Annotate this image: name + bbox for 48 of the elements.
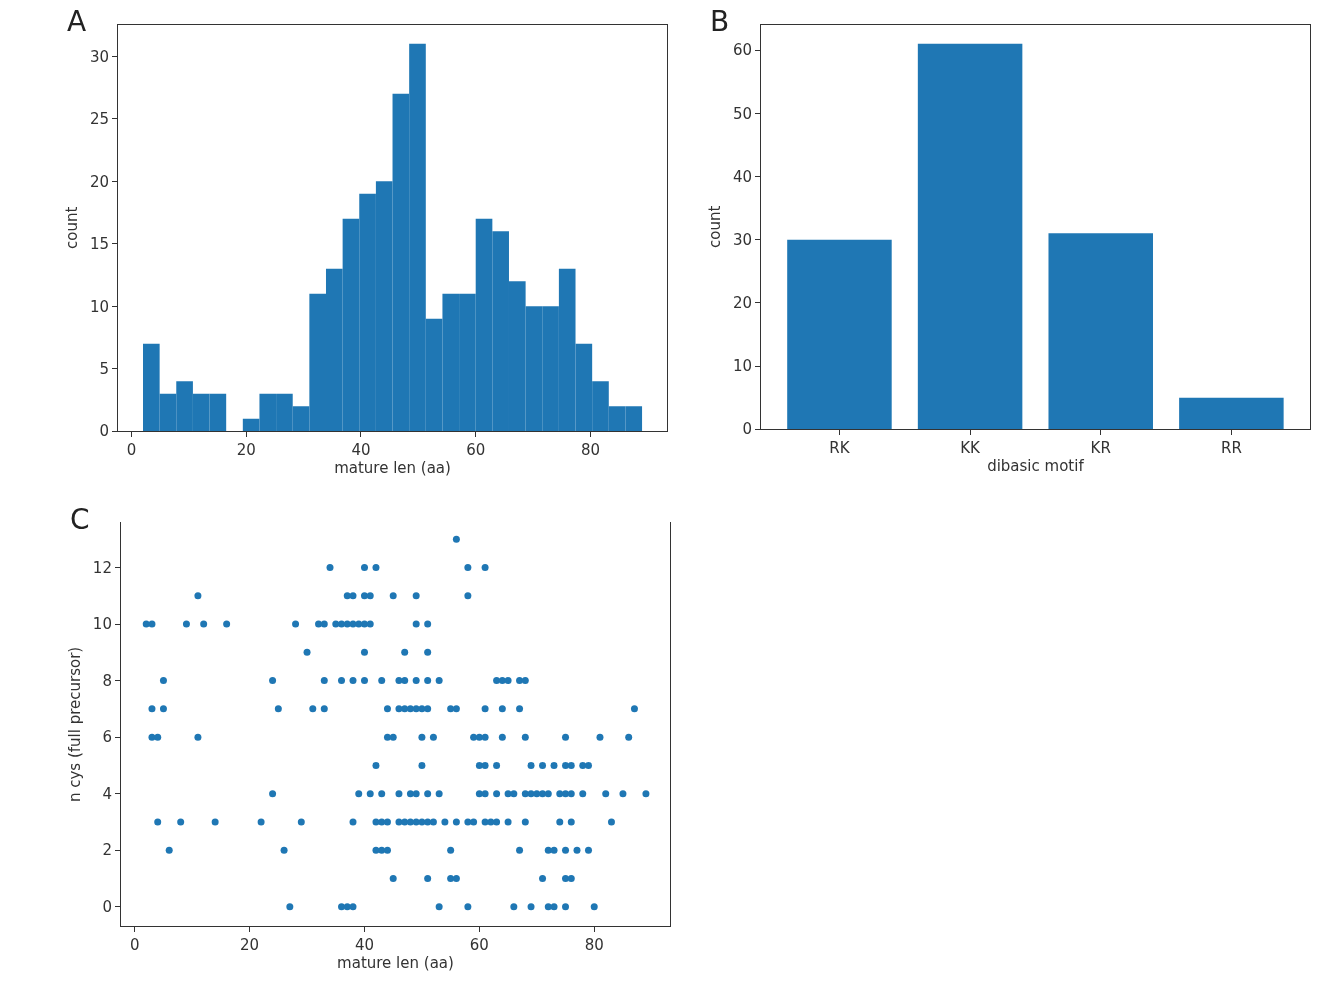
x-tick-label: 80: [580, 441, 600, 460]
x-tick-label: 20: [236, 441, 256, 460]
bar: [787, 239, 892, 430]
x-tick-label: 80: [584, 936, 604, 955]
x-tick-label: 0: [129, 936, 140, 955]
x-tick-label: 20: [240, 936, 260, 955]
y-tick-label: 10: [732, 357, 753, 376]
x-tick-label: RK: [829, 439, 851, 458]
x-tick-label: 40: [351, 441, 371, 460]
y-tick-label: 20: [732, 294, 753, 313]
bar: [917, 43, 1023, 430]
y-tick-label: 60: [732, 41, 753, 60]
y-tick-label: 20: [89, 172, 110, 191]
y-tick-label: 12: [92, 558, 112, 577]
bar: [1048, 233, 1153, 430]
x-axis-title: mature len (aa): [337, 954, 454, 973]
x-tick-label: 0: [126, 441, 137, 460]
x-tick-label: RR: [1220, 439, 1242, 458]
x-tick-label: 60: [469, 936, 489, 955]
x-tick-label: KK: [960, 439, 982, 458]
bar: [1179, 397, 1284, 430]
y-axis-title: count: [63, 206, 82, 250]
y-tick-label: 50: [732, 104, 753, 123]
y-tick-label: 25: [89, 110, 110, 129]
x-tick-label: 60: [466, 441, 486, 460]
y-tick-label: 15: [89, 235, 110, 254]
chart-title: A: [67, 5, 87, 38]
y-tick-label: 40: [732, 167, 753, 186]
x-tick-label: 40: [354, 936, 375, 955]
y-tick-label: 5: [99, 359, 110, 378]
x-tick-label: KR: [1090, 439, 1111, 458]
y-tick-label: 30: [732, 230, 753, 249]
x-axis-title: mature len (aa): [334, 459, 451, 478]
y-tick-label: 30: [89, 47, 110, 66]
y-axis-title: n cys (full precursor): [66, 646, 85, 803]
y-tick-label: 4: [102, 784, 112, 803]
chart-title: B: [710, 5, 730, 38]
x-axis-title: dibasic motif: [987, 457, 1085, 476]
y-tick-label: 2: [102, 841, 112, 860]
y-tick-label: 8: [102, 671, 112, 690]
y-tick-label: 0: [742, 420, 753, 439]
y-tick-label: 10: [92, 615, 112, 634]
y-tick-label: 0: [99, 422, 110, 441]
y-tick-label: 10: [89, 297, 110, 316]
y-axis-title: count: [706, 205, 725, 249]
y-tick-label: 6: [102, 728, 112, 747]
y-tick-label: 0: [102, 897, 112, 916]
chart-title: C: [70, 503, 90, 536]
